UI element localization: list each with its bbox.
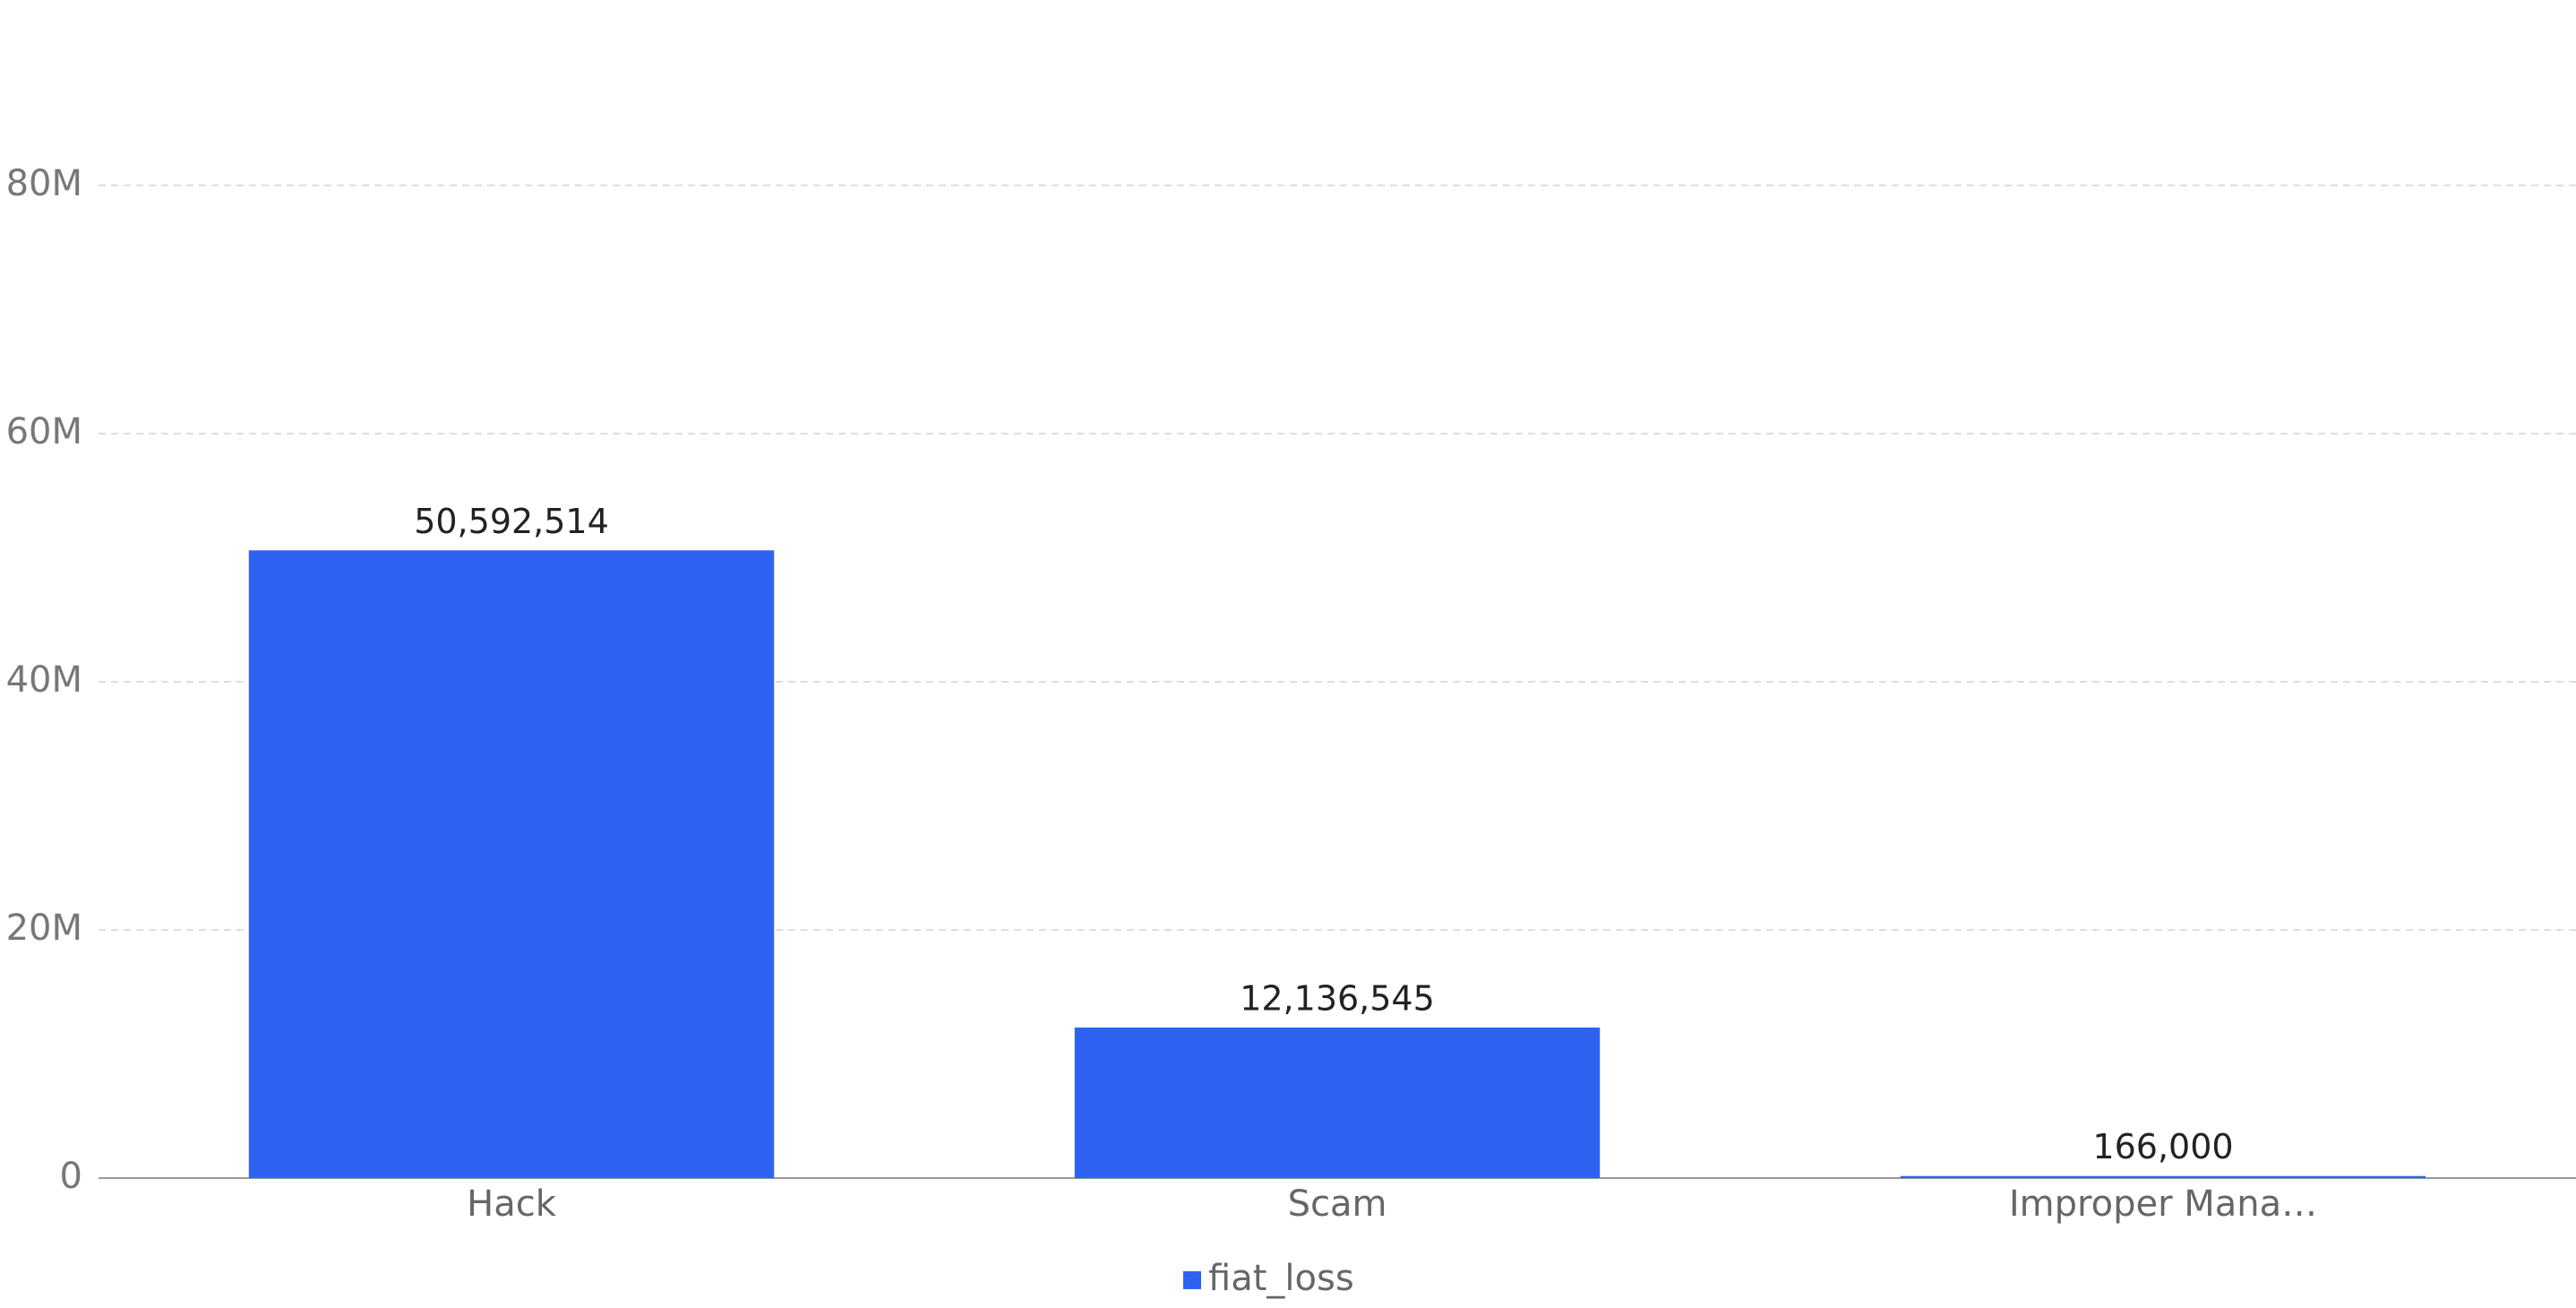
x-tick-label: Hack (467, 1183, 557, 1225)
bar (1074, 1027, 1601, 1178)
value-label: 50,592,514 (414, 502, 609, 541)
x-tick-label: Scam (1288, 1183, 1387, 1225)
bar (248, 550, 775, 1178)
y-tick-label: 20M (6, 908, 82, 949)
legend-label: fiat_loss (1208, 1258, 1354, 1299)
legend-swatch (1183, 1271, 1201, 1289)
y-tick-label: 0 (60, 1156, 82, 1197)
y-tick-label: 40M (6, 659, 82, 701)
y-tick-label: 60M (6, 411, 82, 452)
value-label: 166,000 (2092, 1127, 2233, 1166)
y-tick-label: 80M (6, 163, 82, 204)
x-tick-label: Improper Mana… (2009, 1183, 2317, 1225)
value-label: 12,136,545 (1240, 978, 1435, 1018)
bar (1900, 1175, 2426, 1178)
